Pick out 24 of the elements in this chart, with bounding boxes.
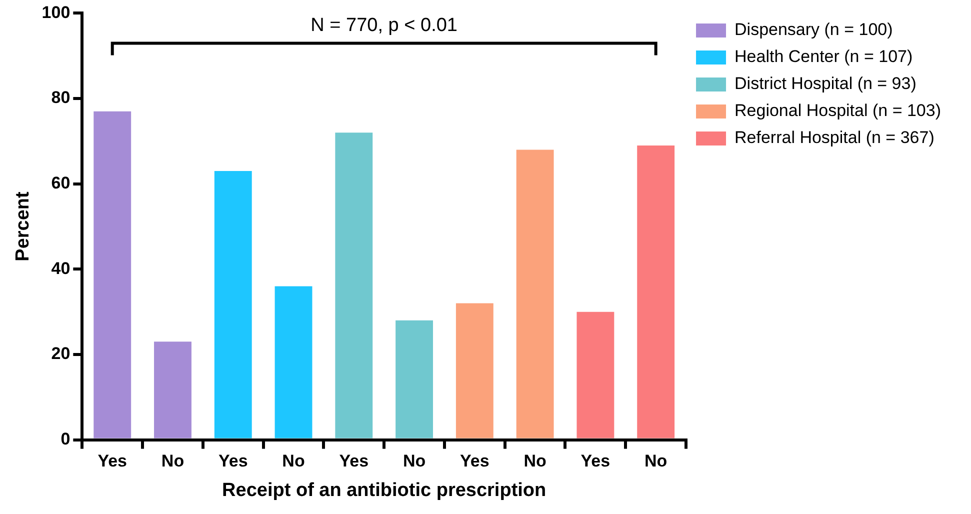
y-tick-label: 20 [51,344,70,364]
x-tick-label: No [402,452,426,471]
x-tick-label: No [644,452,668,471]
legend-label: Dispensary (n = 100) [734,20,893,40]
x-tick-label: Yes [218,452,248,471]
x-tick-label: Yes [460,452,490,471]
legend-label: Regional Hospital (n = 103) [734,101,941,120]
y-tick-label: 0 [60,429,70,448]
x-tick-label: No [282,452,305,471]
legend-label: Health Center (n = 107) [734,47,913,66]
x-tick-label: Yes [339,452,369,471]
x-tick-label: Yes [580,452,610,471]
y-axis-title: Percent [12,190,34,262]
x-axis-title: Receipt of an antibiotic prescription [222,480,546,501]
annotation: N = 770, p < 0.01 [310,14,458,36]
x-tick-label: No [524,452,546,471]
y-tick-label: 60 [51,174,70,193]
legend-label: District Hospital (n = 93) [734,74,916,94]
y-tick-label: 100 [42,2,70,22]
y-tick-label: 80 [51,88,70,108]
y-tick-label: 40 [51,258,70,278]
x-tick-label: No [161,452,184,471]
legend-label: Referral Hospital (n = 367) [734,128,934,148]
x-tick-label: Yes [98,452,128,471]
